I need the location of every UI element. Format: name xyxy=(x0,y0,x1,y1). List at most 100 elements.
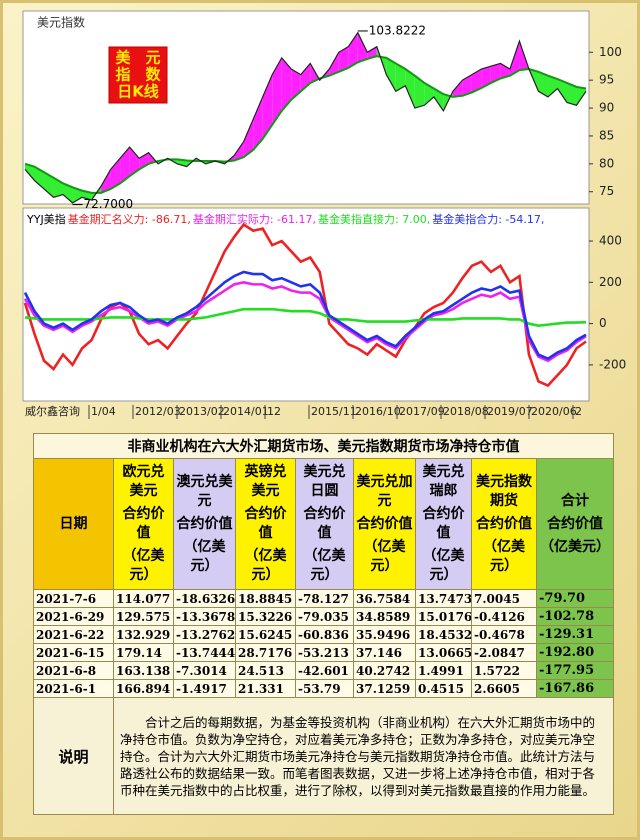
header-line: 美元兑加元 xyxy=(356,473,413,509)
header-line: （亿美元） xyxy=(540,538,610,555)
table-cell: 13.0665 xyxy=(415,643,472,662)
header-line: 澳元兑美元 xyxy=(176,473,233,509)
table-cell: -13.3678 xyxy=(173,607,236,626)
header-line: 合约价值 xyxy=(476,515,532,532)
fill-band xyxy=(291,69,301,100)
header-cell: 日期 xyxy=(33,458,114,590)
table-cell: -177.95 xyxy=(535,661,615,680)
annotation: 72.7000 xyxy=(84,197,134,211)
table-cell: 34.8589 xyxy=(353,607,416,626)
table-cell: 166.894 xyxy=(113,679,174,698)
table-cell: -53.213 xyxy=(295,643,354,662)
header-line: 美元指数期货 xyxy=(476,473,532,509)
header-cell: 美元兑瑞郎 合约价值 （亿美元） xyxy=(415,458,472,590)
fill-band xyxy=(63,183,73,203)
header-line: 合约价值 xyxy=(422,506,465,541)
header-cell: 合计合约价值 （亿美元） xyxy=(535,458,615,590)
fill-band xyxy=(243,119,254,158)
table-cell: 37.146 xyxy=(353,643,416,662)
header-line: 合约价值 xyxy=(547,515,603,532)
y-tick-label: -200 xyxy=(599,357,626,371)
table-cell: 13.7473 xyxy=(415,589,472,608)
table-cell: -79.70 xyxy=(535,589,615,608)
header-line: 合计 xyxy=(561,492,589,509)
table-cell: 179.14 xyxy=(113,643,174,662)
table-cell: 36.7584 xyxy=(353,589,416,608)
header-line: 日期 xyxy=(59,515,88,532)
table-cell: -167.86 xyxy=(535,679,615,698)
table-cell: -129.31 xyxy=(535,625,615,644)
table-cell: -13.7444 xyxy=(173,643,236,662)
header-line: （亿美元） xyxy=(483,538,525,574)
table-row: 2021-7-6 114.077 -18.6326 18.8845 -78.127 36.… xyxy=(33,589,615,608)
fill-band xyxy=(481,66,491,88)
fill-band xyxy=(262,74,273,139)
line xyxy=(23,270,587,361)
table-cell: 18.8845 xyxy=(235,589,296,608)
table-cell: -13.2762 xyxy=(173,625,236,644)
annotation: 103.8222 xyxy=(369,23,426,37)
header-cell: 英镑兑美元合约价值 （亿美元） xyxy=(235,458,296,590)
table-cell: 35.9496 xyxy=(353,625,416,644)
fill-band xyxy=(500,63,510,79)
fill-band xyxy=(234,141,244,161)
table-cell: 28.7176 xyxy=(235,643,296,662)
charts: 美元指数 75 80 85 90 95 100 103.8222 72.7000 美 元指 数日… xyxy=(22,10,626,419)
table-cell: -79.035 xyxy=(295,607,354,626)
table-cell: -42.601 xyxy=(295,661,354,680)
fill-band xyxy=(34,166,45,189)
table-cell: 2021-6-1 xyxy=(33,679,114,698)
table-cell: 2021-6-29 xyxy=(33,607,114,626)
y-tick-label: 95 xyxy=(599,73,614,87)
header-line: 合约价值 xyxy=(356,515,413,532)
table-cell: 2021-7-6 xyxy=(33,589,114,608)
source-label: 威尔鑫咨询 xyxy=(25,404,80,418)
fill-band xyxy=(44,172,54,198)
fill-band xyxy=(433,88,444,111)
header-line: （亿美元） xyxy=(244,548,287,583)
badge xyxy=(108,46,168,104)
table-cell: 2021-6-15 xyxy=(33,643,114,662)
x-tick-label: 2019/07 xyxy=(487,405,533,418)
table-cell: -60.836 xyxy=(295,625,354,644)
header-line: （亿美元） xyxy=(422,548,465,583)
table-row: 2021-6-15 179.14 -13.7444 28.7176 -53.213 37.… xyxy=(33,643,615,662)
y-tick-label: 400 xyxy=(599,234,622,248)
header-line: 合约价值 xyxy=(244,506,287,541)
table-cell: 37.1259 xyxy=(353,679,416,698)
table-cell: 15.3226 xyxy=(235,607,296,626)
fill-band xyxy=(272,57,282,125)
position-table: 非商业机构在六大外汇期货市场、美元指数期货市场净持仓市值 日期 欧元兑美元 合约价值… xyxy=(32,433,615,815)
fill-band xyxy=(576,86,586,106)
bottom-plot-bg xyxy=(22,207,590,402)
legend-entry: 基金美指直接力: 7.00, xyxy=(318,212,430,226)
fill-band xyxy=(424,82,434,106)
fill-band xyxy=(414,75,425,109)
x-tick-label: 2017/09 xyxy=(399,405,445,418)
legend: YYJ美指 基金期汇名义力: -86.71, 基金期汇实际力: -61.17, 基金美… xyxy=(26,212,544,226)
table-cell: 132.929 xyxy=(113,625,174,644)
header-cell: 美元指数期货合约价值 （亿美元） xyxy=(471,458,537,590)
fill-band xyxy=(462,74,472,96)
table-cell: 2021-6-8 xyxy=(33,661,114,680)
y-tick-label: 90 xyxy=(599,101,614,115)
header-line: （亿美元） xyxy=(303,548,346,583)
fill-band xyxy=(348,32,358,68)
header-cell: 美元兑加元 合约价值 （亿美元） xyxy=(353,458,416,590)
line xyxy=(24,31,587,204)
legend-title: YYJ美指 xyxy=(26,212,66,226)
fill-band xyxy=(129,147,140,177)
y-tick-label: 85 xyxy=(599,128,614,142)
fill-band xyxy=(547,75,558,97)
header-line: 英镑兑美元 xyxy=(244,464,287,499)
header-line: 欧元兑美元 xyxy=(122,464,165,499)
fill-band xyxy=(490,63,501,83)
table-cell: 2021-6-22 xyxy=(33,625,114,644)
x-tick-label: 2 xyxy=(575,405,582,418)
header-cell: 美元兑日圆 合约价值 （亿美元） xyxy=(295,458,354,590)
x-tick-label: 1/04 xyxy=(91,405,116,418)
fill-band xyxy=(253,96,263,150)
table-cell: 18.4532 xyxy=(415,625,472,644)
x-tick-label: 2016/10 xyxy=(355,405,401,418)
